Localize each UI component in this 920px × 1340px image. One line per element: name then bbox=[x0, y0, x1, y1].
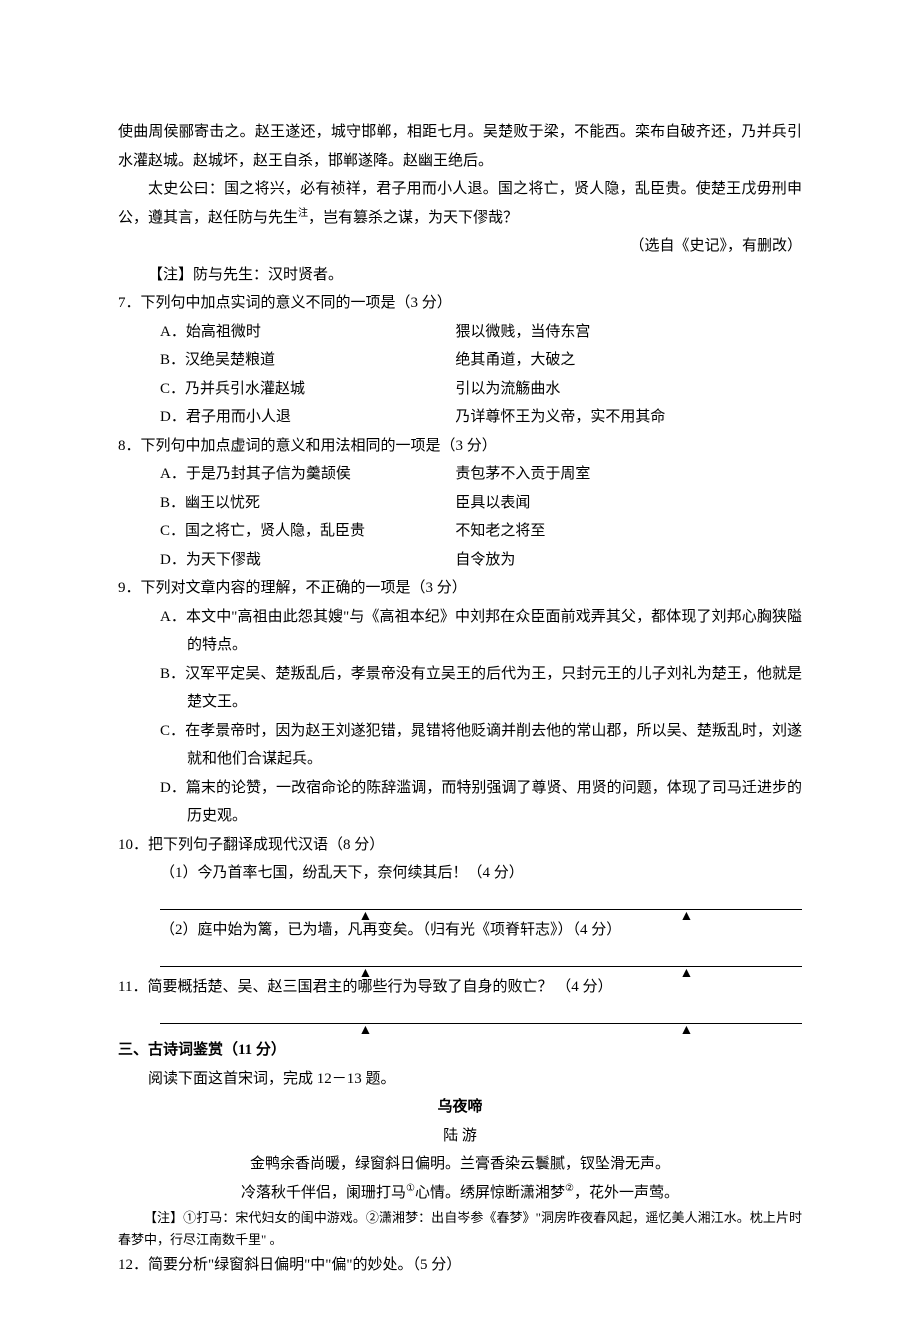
q7-B-right: 绝其甬道，大破之 bbox=[455, 346, 802, 375]
q8-D-left: D．为天下僇哉 bbox=[160, 546, 455, 575]
exam-page: 使曲周侯郦寄击之。赵王遂还，城守邯郸，相距七月。吴楚败于梁，不能西。栾布自破齐还… bbox=[0, 0, 920, 1340]
passage-p1: 使曲周侯郦寄击之。赵王遂还，城守邯郸，相距七月。吴楚败于梁，不能西。栾布自破齐还… bbox=[118, 118, 802, 175]
triangle-icon: ▲ bbox=[680, 1024, 694, 1038]
q7-A-left: A．始高祖微时 bbox=[160, 318, 455, 347]
passage-p2: 太史公曰：国之将兴，必有祯祥，君子用而小人退。国之将亡，贤人隐，乱臣贵。使楚王戊… bbox=[118, 175, 802, 232]
underline-icon bbox=[160, 909, 802, 910]
underline-icon bbox=[160, 966, 802, 967]
section3-head: 三、古诗词鉴赏（11 分） bbox=[118, 1036, 802, 1065]
q8-B-left: B．幽王以忧死 bbox=[160, 489, 455, 518]
passage-sup-note: 注 bbox=[298, 208, 308, 219]
q8-optC: C．国之将亡，贤人隐，乱臣贵 不知老之将至 bbox=[160, 517, 802, 546]
q12-stem: 12．简要分析"绿窗斜日偏明"中"偏"的妙处。（5 分） bbox=[118, 1251, 802, 1280]
passage-p2b: ，岂有篡杀之谋，为天下僇哉？ bbox=[308, 210, 518, 226]
poem-sup2: ② bbox=[565, 1183, 574, 1194]
q10-stem: 10．把下列句子翻译成现代汉语（8 分） bbox=[118, 831, 802, 860]
q7-stem: 7．下列句中加点实词的意义不同的一项是（3 分） bbox=[118, 289, 802, 318]
passage-footnote: 【注】防与先生：汉时贤者。 bbox=[118, 261, 802, 290]
poem-title: 乌夜啼 bbox=[118, 1093, 802, 1122]
q7-optA: A．始高祖微时 猥以微贱，当侍东宫 bbox=[160, 318, 802, 347]
q7-D-left: D．君子用而小人退 bbox=[160, 403, 455, 432]
poem-footnote: 【注】①打马：宋代妇女的闺中游戏。②潇湘梦：出自岑参《春梦》"洞房昨夜春风起，遥… bbox=[118, 1207, 802, 1251]
poem-author: 陆 游 bbox=[118, 1122, 802, 1151]
q7-D-right: 乃详尊怀王为义帝，实不用其命 bbox=[455, 403, 802, 432]
poem-sup1: ① bbox=[406, 1183, 415, 1194]
poem-l2b: 心情。绣屏惊断潇湘梦 bbox=[415, 1185, 565, 1201]
q8-optA: A．于是乃封其子信为羹颉侯 责包茅不入贡于周室 bbox=[160, 460, 802, 489]
q7-C-left: C．乃并兵引水灌赵城 bbox=[160, 375, 455, 404]
triangle-icon: ▲ bbox=[680, 967, 694, 981]
q7-A-right: 猥以微贱，当侍东宫 bbox=[455, 318, 802, 347]
q11-stem: 11．简要概括楚、吴、赵三国君主的哪些行为导致了自身的败亡？ （4 分） bbox=[118, 973, 802, 1002]
q8-C-right: 不知老之将至 bbox=[455, 517, 802, 546]
q11-blank: ▲ ▲ bbox=[160, 1002, 802, 1031]
underline-icon bbox=[160, 1023, 802, 1024]
poem-l2c: ，花外一声莺。 bbox=[574, 1185, 679, 1201]
triangle-icon: ▲ bbox=[680, 910, 694, 924]
q8-optD: D．为天下僇哉 自令放为 bbox=[160, 546, 802, 575]
poem-line1: 金鸭余香尚暖，绿窗斜日偏明。兰膏香染云鬟腻，钗坠滑无声。 bbox=[118, 1150, 802, 1179]
triangle-icon: ▲ bbox=[359, 1024, 373, 1038]
poem-line2: 冷落秋千伴侣，阑珊打马①心情。绣屏惊断潇湘梦②，花外一声莺。 bbox=[118, 1179, 802, 1208]
q9-stem: 9．下列对文章内容的理解，不正确的一项是（3 分） bbox=[118, 574, 802, 603]
section3-intro: 阅读下面这首宋词，完成 12－13 题。 bbox=[118, 1065, 802, 1094]
q9-C: C．在孝景帝时，因为赵王刘遂犯错，晁错将他贬谪并削去他的常山郡，所以吴、楚叛乱时… bbox=[187, 717, 802, 774]
q8-stem: 8．下列句中加点虚词的意义和用法相同的一项是（3 分） bbox=[118, 432, 802, 461]
q8-B-right: 臣具以表闻 bbox=[455, 489, 802, 518]
q10-s1: （1）今乃首率七国，纷乱天下，奈何续其后！（4 分） bbox=[160, 859, 802, 888]
triangle-icon: ▲ bbox=[359, 910, 373, 924]
q10-blank1: ▲ ▲ bbox=[160, 888, 802, 917]
q8-A-right: 责包茅不入贡于周室 bbox=[455, 460, 802, 489]
poem-l2a: 冷落秋千伴侣，阑珊打马 bbox=[241, 1185, 406, 1201]
q9-B: B．汉军平定吴、楚叛乱后，孝景帝没有立吴王的后代为王，只封元王的儿子刘礼为楚王，… bbox=[187, 660, 802, 717]
q10-blank2: ▲ ▲ bbox=[160, 945, 802, 974]
q8-C-left: C．国之将亡，贤人隐，乱臣贵 bbox=[160, 517, 455, 546]
q9-A: A．本文中"高祖由此怨其嫂"与《高祖本纪》中刘邦在众臣面前戏弄其父，都体现了刘邦… bbox=[187, 603, 802, 660]
q7-optC: C．乃并兵引水灌赵城 引以为流觞曲水 bbox=[160, 375, 802, 404]
q8-A-left: A．于是乃封其子信为羹颉侯 bbox=[160, 460, 455, 489]
q9-D: D．篇末的论赞，一改宿命论的陈辞滥调，而特别强调了尊贤、用贤的问题，体现了司马迁… bbox=[187, 774, 802, 831]
q7-B-left: B．汉绝吴楚粮道 bbox=[160, 346, 455, 375]
q10-s2: （2）庭中始为篱，已为墙，凡再变矣。（归有光《项脊轩志》）（4 分） bbox=[160, 916, 802, 945]
passage-source: （选自《史记》，有删改） bbox=[118, 232, 802, 261]
q7-C-right: 引以为流觞曲水 bbox=[455, 375, 802, 404]
triangle-icon: ▲ bbox=[359, 967, 373, 981]
q8-D-right: 自令放为 bbox=[455, 546, 802, 575]
q7-optB: B．汉绝吴楚粮道 绝其甬道，大破之 bbox=[160, 346, 802, 375]
q7-optD: D．君子用而小人退 乃详尊怀王为义帝，实不用其命 bbox=[160, 403, 802, 432]
q8-optB: B．幽王以忧死 臣具以表闻 bbox=[160, 489, 802, 518]
